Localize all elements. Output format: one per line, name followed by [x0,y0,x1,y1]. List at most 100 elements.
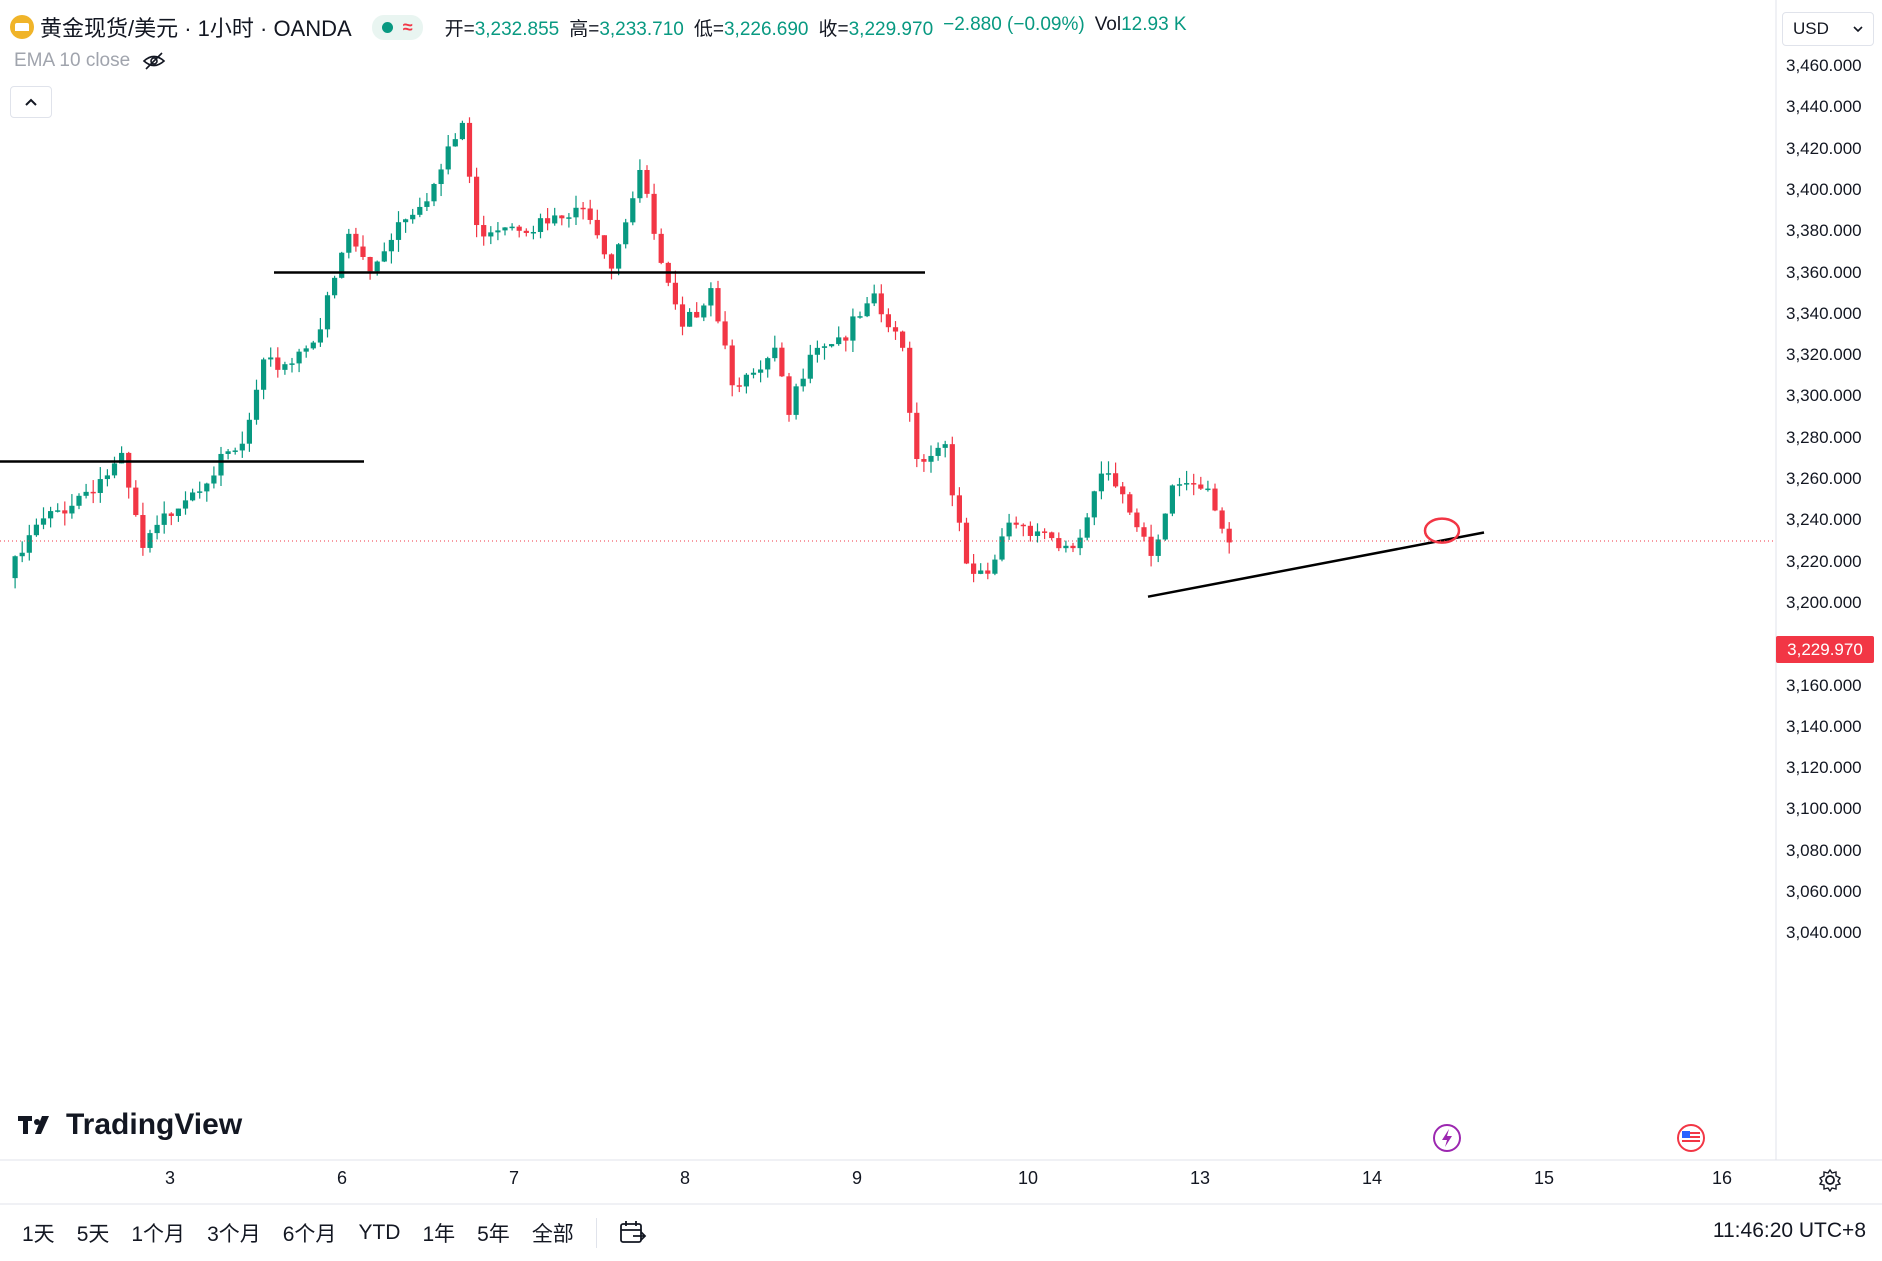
symbol-header: 黄金现货/美元 · 1小时 · OANDA ≈ 开=3,232.855 高=3,… [10,10,1187,44]
candle-body [55,510,61,512]
logo-text: TradingView [66,1108,243,1141]
candle-body [900,331,906,348]
range-1m[interactable]: 1个月 [131,1223,186,1246]
time-tick-label: 7 [508,1168,520,1188]
range-5y[interactable]: 5年 [477,1223,510,1246]
range-all[interactable]: 全部 [531,1223,574,1246]
time-tick-label: 16 [1711,1168,1733,1188]
candle-body [573,207,579,218]
candle-body [133,487,139,516]
candle-body [1020,524,1026,527]
candle-body [857,316,863,318]
candle-body [758,369,764,373]
candle-body [601,235,607,255]
candle-body [90,491,96,494]
candle-body [1127,494,1133,513]
price-tick-label: 3,220.000 [1786,551,1862,571]
range-ytd[interactable]: YTD [358,1221,401,1244]
candle-body [821,346,828,348]
candle-body [182,500,189,509]
currency-select[interactable]: USD [1782,12,1874,46]
candle-body [985,570,991,574]
clock-timezone[interactable]: 11:46:20 UTC+8 [1712,1219,1866,1242]
candle-body [190,492,196,501]
candle-body [466,122,473,177]
candles-layer [12,117,1232,589]
time-tick-label: 8 [679,1168,691,1188]
price-tick-label: 3,040.000 [1786,923,1862,943]
candle-body [772,347,778,359]
candle-body [509,226,515,229]
ohlc-change: −2.880 (−0.09%) [943,13,1085,35]
candle-body [495,230,501,233]
candle-body [616,244,622,269]
candle-body [687,311,693,327]
candle-body [587,208,593,220]
time-tick-label: 3 [164,1168,176,1188]
ascending-trendline[interactable] [1147,531,1485,598]
candle-body [992,559,998,574]
candle-body [381,251,387,262]
candle-body [62,510,68,514]
candle-body [807,354,813,379]
price-tick-label: 3,300.000 [1786,386,1862,406]
candle-body [530,231,536,234]
candle-body [1077,537,1083,549]
range-3m[interactable]: 3个月 [207,1223,261,1246]
candle-body [786,376,792,415]
candle-body [140,515,146,548]
candle-body [104,475,110,480]
ohlc-low: 低=3,226.690 [693,18,809,40]
candle-body [395,222,402,240]
collapse-legend-button[interactable] [10,86,52,118]
highlight-circle[interactable] [1423,517,1461,544]
candle-body [48,511,54,519]
ohlc-high: 高=3,233.710 [569,18,684,40]
gold-icon [10,15,34,39]
symbol-title[interactable]: 黄金现货/美元 · 1小时 · OANDA [40,16,352,41]
candle-body [459,122,465,140]
candle-body [69,505,75,514]
candle-body [545,218,551,224]
candle-body [1141,527,1147,537]
candle-body [1105,473,1112,475]
goto-date-icon[interactable] [619,1220,647,1246]
tradingview-logo[interactable]: TradingView [18,1108,242,1142]
candle-body [332,277,338,296]
market-open-dot-icon [381,21,393,33]
candle-body [261,359,267,390]
range-5d[interactable]: 5天 [76,1223,110,1246]
eye-off-icon[interactable] [142,52,166,70]
price-tick-label: 3,240.000 [1786,510,1862,530]
candle-body [701,305,707,318]
candle-body [829,344,835,347]
range-1d[interactable]: 1天 [22,1223,55,1246]
indicator-legend[interactable]: EMA 10 close [14,50,166,72]
range-6m[interactable]: 6个月 [282,1223,337,1246]
candle-body [367,256,373,272]
chevron-down-icon [1853,26,1863,33]
candle-body [637,169,643,199]
candle-body [33,524,39,536]
lightning-event-icon[interactable] [1432,1123,1462,1153]
market-status-pill[interactable]: ≈ [371,14,423,40]
us-flag-event-icon[interactable] [1676,1123,1706,1153]
ohlc-open: 开=3,232.855 [444,18,560,40]
candle-body [225,451,231,454]
range-1y[interactable]: 1年 [422,1223,456,1246]
chart-settings-gear-icon[interactable] [1818,1168,1842,1192]
price-tick-label: 3,100.000 [1786,799,1862,819]
candle-body [978,570,984,574]
candle-body [907,347,913,413]
price-tick-label: 3,420.000 [1786,138,1862,158]
time-tick-label: 14 [1361,1168,1383,1188]
toolbar-separator [595,1218,597,1248]
candle-body [885,314,891,328]
candle-body [928,455,934,462]
candle-body [239,443,245,451]
candle-body [168,513,174,516]
chevron-up-icon [25,98,37,106]
range-toolbar: 1天 5天 1个月 3个月 6个月 YTD 1年 5年 全部 [0,1205,1882,1261]
candle-body [12,556,18,579]
